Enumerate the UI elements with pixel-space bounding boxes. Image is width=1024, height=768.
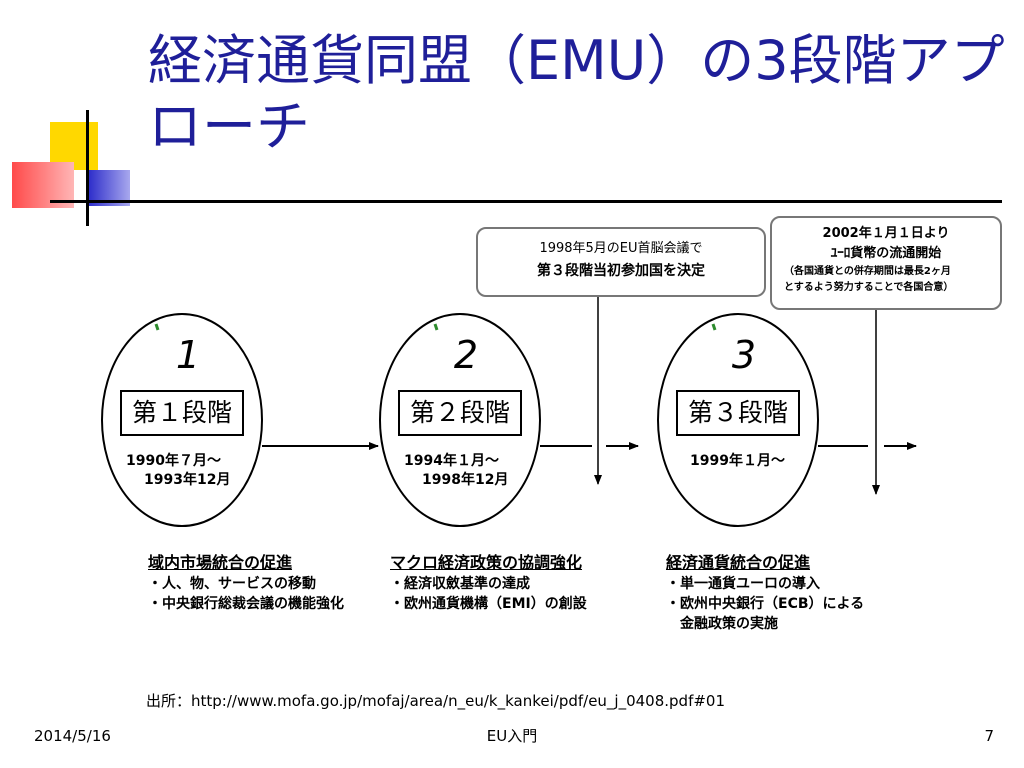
stage-2-date-end: 1998年12月	[422, 472, 509, 488]
stage-3-goals: 経済通貨統合の促進 ・単一通貨ユーロの導入 ・欧州中央銀行（ECB）による 金融…	[666, 552, 864, 634]
footer-center-title: EU入門	[486, 727, 538, 745]
callout-1-line-1: 1998年5月のEU首脳会議で	[539, 241, 703, 256]
stage-2-number: 2	[454, 333, 478, 377]
slide-title: 経済通貨同盟（EMU）の3段階アプローチ	[148, 29, 1005, 158]
stage-3-date-start: 1999年１月～	[690, 453, 785, 469]
callout-2-line-2: ﾕｰﾛ貨幣の流通開始	[830, 246, 942, 261]
footer-date: 2014/5/16	[34, 727, 111, 745]
callout-2-line-4: とするよう努力することで各国合意）	[784, 282, 954, 293]
stage-3-goal-heading: 経済通貨統合の促進	[666, 553, 811, 572]
stage-3-goal-item: ・単一通貨ユーロの導入	[666, 576, 820, 592]
stage-1-number: 1	[176, 333, 200, 377]
stage-2-goal-heading: マクロ経済政策の協調強化	[390, 553, 583, 572]
stage-1-goal-item: ・中央銀行総裁会議の機能強化	[148, 596, 344, 612]
stage-1-tick	[154, 323, 160, 331]
stage-2-date-start: 1994年１月～	[404, 453, 499, 469]
stage-2-tick	[433, 323, 439, 331]
stage-1-date-end: 1993年12月	[144, 472, 231, 488]
stage-2-label-box: 第２段階	[398, 390, 522, 436]
stage-3-goal-item: ・欧州中央銀行（ECB）による	[666, 596, 865, 612]
source-citation: 出所：http://www.mofa.go.jp/mofaj/area/n_eu…	[146, 692, 726, 710]
stage-3-label-box: 第３段階	[676, 390, 800, 436]
stage-3-goal-item: 金融政策の実施	[666, 616, 778, 632]
callout-1-line-2: 第３段階当初参加国を決定	[537, 263, 705, 279]
stage-3-tick	[711, 323, 717, 331]
stage-1-goal-heading: 域内市場統合の促進	[148, 553, 293, 572]
stage-2-goal-item: ・経済収斂基準の達成	[390, 576, 530, 592]
callout-2-line-3: （各国通貨との併存期間は最長2ヶ月	[784, 266, 951, 277]
stage-3-number: 3	[732, 333, 756, 377]
deco-vertical-rule	[86, 110, 89, 226]
stage-1-date-start: 1990年７月～	[126, 453, 221, 469]
stage-2-goals: マクロ経済政策の協調強化 ・経済収斂基準の達成 ・欧州通貨機構（EMI）の創設	[390, 552, 587, 614]
stage-2-goal-item: ・欧州通貨機構（EMI）の創設	[390, 596, 587, 612]
stage-1-goal-item: ・人、物、サービスの移動	[148, 576, 316, 592]
stage-1-goals: 域内市場統合の促進 ・人、物、サービスの移動 ・中央銀行総裁会議の機能強化	[148, 552, 344, 614]
footer-page-number: 7	[984, 727, 994, 745]
title-underline-rule	[50, 200, 1002, 203]
stage-1-label-box: 第１段階	[120, 390, 244, 436]
callout-1998-summit: 1998年5月のEU首脳会議で 第３段階当初参加国を決定	[476, 227, 766, 297]
callout-2002-euro-cash: 2002年１月１日より ﾕｰﾛ貨幣の流通開始 （各国通貨との併存期間は最長2ヶ月…	[770, 216, 1002, 310]
callout-2-line-1: 2002年１月１日より	[822, 226, 950, 241]
